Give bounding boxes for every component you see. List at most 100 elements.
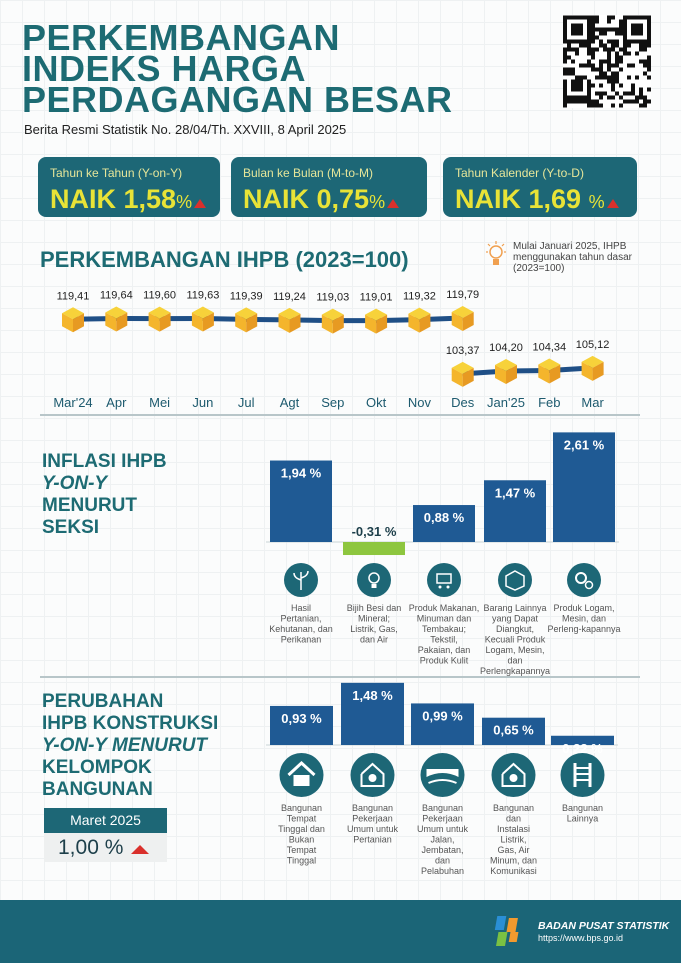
data-label: 119,01 [360,292,393,304]
data-point-cube [278,307,301,333]
org-name: BADAN PUSAT STATISTIK [538,920,670,932]
series-line [462,365,593,377]
data-label: 105,12 [576,339,610,351]
data-point-cube [62,307,84,333]
data-label: 119,32 [403,291,436,303]
lightbulb-icon [357,563,391,597]
card-label: Bulan ke Bulan (M-to-M) [243,166,374,180]
data-point-cube [408,307,431,333]
card-label: Tahun ke Tahun (Y-on-Y) [50,166,183,180]
sector-bar-chart: 1,94 % Hasil Pertanian, Kehutanan, dan Perik… [266,432,621,676]
summary-value: 1,00 % [44,833,167,862]
category-label: Bangunan Tempat Tinggal dan Bukan Tempat Ting… [278,803,325,866]
x-tick-label: Jul [238,395,255,410]
bar-value-label: 2,61 % [564,437,605,452]
gears-icon [567,563,601,597]
up-arrow-icon [194,199,207,208]
footer: BADAN PUSAT STATISTIK https://www.bps.go… [0,900,681,963]
bar-value-label: -0,31 % [352,524,397,539]
bar-value-label: 1,94 % [281,466,322,481]
data-point-cube [451,305,474,331]
data-point-cube [451,361,474,387]
data-label: 119,39 [230,290,263,302]
construction-chart-title: PERUBAHAN IHPB KONSTRUKSI Y-ON-Y MENURUT KE… [42,691,219,800]
bar-value-label: 0,93 % [281,711,322,726]
org-url[interactable]: https://www.bps.go.id [538,933,624,943]
title-line: PERKEMBANGAN [22,17,341,58]
data-label: 104,20 [489,342,523,354]
data-label: 119,41 [57,290,90,302]
bar [411,703,474,745]
qr-code [563,15,651,108]
bar [482,717,545,745]
data-point-cube [581,355,604,381]
up-arrow-icon [131,845,150,854]
card-label: Tahun Kalender (Y-to-D) [455,166,584,180]
category-label: Bijih Besi dan Mineral; Listrik, Gas, dan A… [347,603,402,645]
ihpb-chart-title: PERKEMBANGAN IHPB (2023=100) [40,247,409,272]
x-tick-label: Mar'24 [53,395,92,410]
railway-icon [560,753,605,797]
data-point-cube [148,306,171,332]
lightbulb-icon [486,241,506,265]
x-tick-label: Des [451,395,475,410]
category-label: Bangunan Pekerjaan Umum untuk Jalan, Jembata… [417,803,469,876]
category-label: Bangunan Lainnya [562,803,603,824]
data-label: 119,63 [186,290,219,302]
data-label: 103,37 [446,345,480,357]
card-ytd: Tahun Kalender (Y-to-D) NAIK 1,69 % [443,157,637,217]
bar-value-label: 0,65 % [493,723,534,738]
category-label: Hasil Pertanian, Kehutanan, dan Perikanan [269,603,333,645]
x-tick-label: Mar [581,395,604,410]
bar [551,735,614,745]
plant-icon [284,563,318,597]
x-tick-label: Agt [280,395,300,410]
ihpb-line-chart: 119,41 119,64 119,60 119,63 119,39 119,24 119,… [53,289,610,410]
bar [341,682,404,745]
x-tick-label: Nov [408,395,432,410]
bps-logo [494,916,519,946]
bridge-icon [420,753,465,797]
data-point-cube [191,306,214,332]
bar [270,460,332,542]
data-point-cube [365,308,388,334]
water-utility-icon [491,753,536,797]
cart-icon [427,563,461,597]
bar-value-label: 0,99 % [422,708,463,723]
bar-value-label: 0,22 % [562,741,603,756]
data-label: 119,64 [100,290,133,302]
bar [553,432,615,542]
card-value: NAIK 0,75% [243,184,400,215]
series-line [72,315,463,324]
page-title: PERKEMBANGAN INDEKS HARGA PERDAGANGAN BE… [22,17,453,120]
data-label: 119,79 [446,289,479,301]
x-tick-label: Sep [321,395,344,410]
card-mtm: Bulan ke Bulan (M-to-M) NAIK 0,75% [231,157,427,217]
category-label: Bangunan Pekerjaan Umum untuk Pertanian [347,803,399,845]
x-tick-label: Mei [149,395,170,410]
bar [270,705,333,745]
category-label: Barang Lainnya yang Dapat Diangkut, Kecuali… [480,603,550,676]
box-icon [498,563,532,597]
farm-building-icon [350,753,395,797]
data-point-cube [538,358,561,384]
data-label: 119,24 [273,291,306,303]
data-label: 119,60 [143,290,176,302]
data-label: 104,34 [532,342,566,354]
bar-value-label: 1,47 % [495,485,536,500]
x-tick-label: Okt [366,395,387,410]
data-point-cube [495,359,517,384]
bar-value-label: 0,88 % [424,510,465,525]
category-label: Produk Makanan, Minuman dan Tembakau; Tekst… [409,603,480,666]
data-point-cube [235,307,258,333]
summary-period: Maret 2025 [44,808,167,833]
card-value: NAIK 1,58% [50,184,207,215]
title-line: PERDAGANGAN BESAR [22,79,453,120]
bar [484,480,546,542]
card-yoy: Tahun ke Tahun (Y-on-Y) NAIK 1,58% [38,157,220,217]
data-point-cube [105,306,128,332]
subtitle: Berita Resmi Statistik No. 28/04/Th. XXV… [24,122,347,137]
sector-chart-title: INFLASI IHPB Y-ON-Y MENURUT SEKSI [42,451,167,538]
house-icon [279,753,324,797]
x-tick-label: Jun [192,395,213,410]
